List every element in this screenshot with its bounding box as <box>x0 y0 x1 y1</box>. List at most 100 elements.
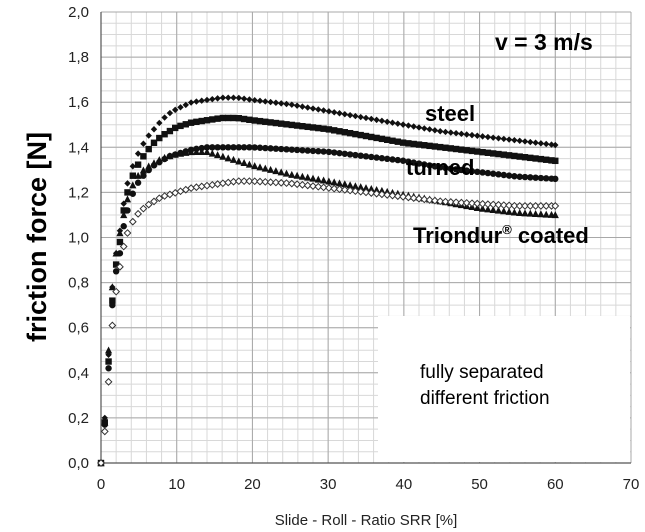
data-point-turned <box>325 148 333 156</box>
y-tick-label: 0,2 <box>68 410 89 427</box>
data-point-triangle <box>104 346 113 354</box>
data-point-triondur <box>128 217 137 226</box>
data-point-triangle <box>479 204 487 212</box>
data-point-triangle <box>101 418 109 426</box>
data-point-square <box>320 125 327 132</box>
data-point-triangle <box>272 167 280 175</box>
data-point-steel <box>203 96 211 104</box>
data-point-triangle <box>314 175 322 183</box>
data-point-square <box>109 297 116 304</box>
data-point-square <box>463 147 470 154</box>
data-point-triondur <box>112 287 121 296</box>
data-point-square <box>262 118 269 125</box>
data-point-steel <box>431 127 439 134</box>
y-tick-label: 0,8 <box>68 275 89 292</box>
data-point-steel <box>145 132 152 139</box>
data-point-steel <box>246 96 253 103</box>
data-point-triondur <box>409 194 418 202</box>
data-point-steel <box>511 136 518 144</box>
data-point-triondur <box>452 198 461 207</box>
data-point-triangle <box>116 229 124 237</box>
data-point-square <box>156 134 163 142</box>
data-point-square <box>410 140 417 148</box>
data-point-steel <box>495 135 502 142</box>
data-point-triondur <box>271 178 280 187</box>
data-point-steel <box>331 109 338 116</box>
data-point-steel <box>172 106 179 114</box>
data-point-steel <box>458 130 465 138</box>
data-point-triangle <box>171 150 179 158</box>
data-point-turned <box>362 153 370 160</box>
data-point-turned <box>474 168 481 176</box>
data-point-triangle <box>129 181 137 189</box>
data-point-square <box>368 133 375 141</box>
data-point-steel <box>543 140 550 148</box>
data-point-square <box>394 138 401 145</box>
data-point-steel <box>140 140 147 147</box>
x-tick-label: 60 <box>547 476 564 493</box>
data-point-steel <box>426 126 433 133</box>
data-point-triondur <box>245 177 254 186</box>
x-tick-label: 30 <box>320 476 337 493</box>
data-point-triondur <box>234 177 243 186</box>
data-point-steel <box>484 133 492 141</box>
data-point-square <box>198 117 205 125</box>
data-point-turned <box>235 144 242 151</box>
data-point-triangle <box>251 162 259 170</box>
data-point-turned <box>129 190 136 197</box>
data-point-steel <box>399 121 407 128</box>
y-tick-label: 0,4 <box>68 365 89 382</box>
data-point-triondur <box>531 202 540 210</box>
data-point-square <box>516 153 523 160</box>
data-point-steel <box>474 132 481 139</box>
data-point-triondur <box>108 321 117 330</box>
data-point-steel <box>150 126 158 133</box>
data-point-square <box>543 156 550 163</box>
data-point-square <box>437 143 444 151</box>
data-point-steel <box>225 94 232 101</box>
data-point-triondur <box>351 187 360 196</box>
note-box <box>378 316 630 462</box>
data-point-turned <box>304 147 311 154</box>
data-point-turned <box>214 144 221 151</box>
data-point-turned <box>426 162 433 169</box>
data-point-triondur <box>324 184 333 192</box>
data-point-triangle <box>489 206 497 214</box>
data-point-square <box>283 121 290 128</box>
data-point-square <box>166 127 174 135</box>
data-point-square <box>537 155 545 163</box>
data-point-triondur <box>314 182 323 191</box>
data-point-turned <box>415 160 423 167</box>
data-point-square <box>527 154 534 162</box>
data-point-turned <box>251 144 258 151</box>
data-point-triangle <box>320 176 328 184</box>
data-point-triondur <box>119 242 128 251</box>
data-point-triangle <box>112 249 120 257</box>
data-point-triangle <box>208 149 216 157</box>
data-point-turned <box>109 301 116 309</box>
x-tick-label: 20 <box>244 476 261 493</box>
data-point-steel <box>527 138 534 146</box>
data-point-turned <box>299 147 306 154</box>
x-tick-label: 40 <box>396 476 413 493</box>
data-point-triangle <box>267 165 275 173</box>
data-point-turned <box>368 153 375 161</box>
data-point-turned <box>240 144 248 151</box>
data-point-square <box>468 147 476 155</box>
axes <box>100 12 631 464</box>
data-point-turned <box>267 145 274 152</box>
data-point-turned <box>209 144 216 151</box>
data-point-steel <box>490 134 497 141</box>
data-point-triondur <box>97 459 105 467</box>
data-point-steel <box>437 128 444 135</box>
data-point-steel <box>405 122 412 129</box>
data-point-turned <box>527 174 534 181</box>
data-point-steel <box>548 141 555 148</box>
data-point-triangle <box>367 185 375 193</box>
data-point-square <box>214 115 221 122</box>
data-point-square <box>193 118 200 126</box>
data-point-square <box>150 139 158 146</box>
data-point-turned <box>452 166 460 173</box>
data-point-triondur <box>436 197 445 206</box>
